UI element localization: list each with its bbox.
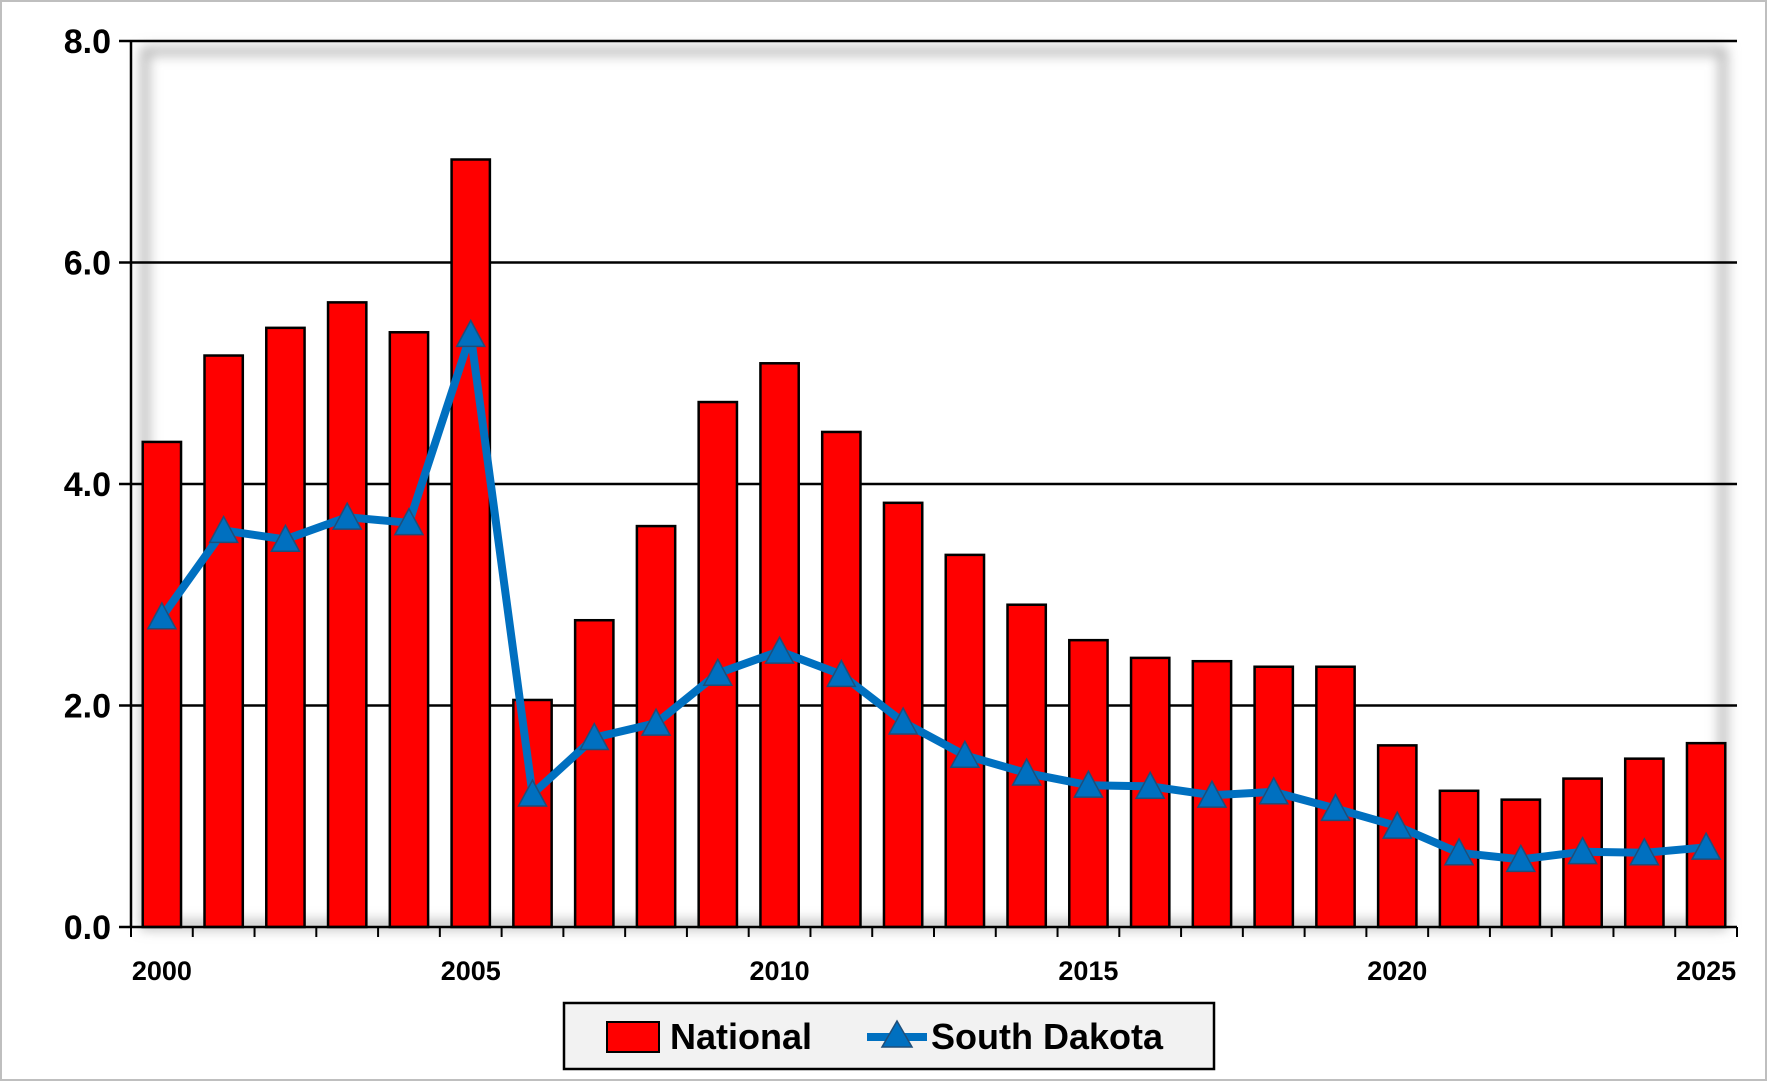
line-south-dakota [157, 330, 1711, 864]
x-tick-label-2010: 2010 [750, 956, 810, 986]
legend-marker-south-dakota [880, 1019, 914, 1048]
point-south-dakota-2003 [331, 501, 363, 530]
point-south-dakota-2012 [887, 706, 919, 735]
point-south-dakota-2024 [1629, 837, 1660, 866]
bar-national-2004 [388, 331, 430, 929]
point-south-dakota-2020 [1382, 810, 1413, 839]
legend-label-south-dakota: South Dakota [931, 1016, 1164, 1057]
point-south-dakota-2000 [146, 601, 178, 630]
bar-national-2010 [759, 362, 800, 929]
point-south-dakota-2001 [208, 514, 239, 544]
x-tick-labels: 2000 2005 2010 2015 2020 2025 [132, 956, 1736, 986]
south-dakota-line [146, 318, 1722, 873]
y-tick-label-4: 8.0 [64, 23, 111, 61]
y-tick-labels: 0.0 2.0 4.0 6.0 8.0 [64, 23, 111, 947]
point-south-dakota-2017 [1196, 779, 1228, 808]
bar-national-2007 [573, 618, 615, 929]
x-tick-label-2020: 2020 [1367, 956, 1427, 986]
y-tick-label-2: 4.0 [64, 466, 111, 504]
point-south-dakota-2008 [640, 707, 672, 736]
point-south-dakota-2013 [949, 739, 981, 768]
bar-national-2003 [326, 301, 368, 929]
bar-national-2005 [450, 158, 492, 929]
x-tick-label-2025: 2025 [1676, 956, 1736, 986]
point-south-dakota-2023 [1567, 836, 1598, 865]
point-south-dakota-2014 [1011, 757, 1042, 786]
y-tick-label-3: 6.0 [64, 245, 111, 283]
point-south-dakota-2022 [1505, 843, 1537, 873]
point-south-dakota-2018 [1258, 776, 1289, 805]
y-tick-label-0: 0.0 [64, 909, 111, 947]
bar-national-2009 [697, 400, 739, 929]
point-south-dakota-2007 [579, 722, 610, 751]
point-south-dakota-2010 [764, 635, 795, 664]
x-tick-label-2015: 2015 [1058, 956, 1118, 986]
point-south-dakota-2004 [393, 507, 425, 536]
legend: National South Dakota [562, 1001, 1216, 1071]
point-south-dakota-2009 [702, 657, 734, 687]
point-south-dakota-2025 [1690, 831, 1722, 860]
point-south-dakota-2005 [455, 318, 486, 348]
point-south-dakota-2015 [1073, 769, 1104, 798]
bar-national-2000 [141, 440, 183, 929]
point-south-dakota-2002 [270, 523, 301, 553]
point-south-dakota-2011 [826, 658, 857, 688]
point-south-dakota-2021 [1443, 837, 1475, 866]
legend-swatch-national [606, 1021, 660, 1053]
x-tick-label-2005: 2005 [441, 956, 501, 986]
y-tick-label-1: 2.0 [64, 688, 111, 726]
point-south-dakota-2016 [1134, 770, 1166, 799]
axes [119, 39, 1738, 937]
bar-national-2006 [512, 698, 553, 929]
x-tick-label-2000: 2000 [132, 956, 192, 986]
point-south-dakota-2006 [517, 778, 548, 807]
bar-national-2001 [203, 354, 245, 929]
bar-national-2002 [265, 326, 306, 929]
legend-label-national: National [670, 1016, 812, 1057]
point-south-dakota-2019 [1320, 792, 1351, 822]
